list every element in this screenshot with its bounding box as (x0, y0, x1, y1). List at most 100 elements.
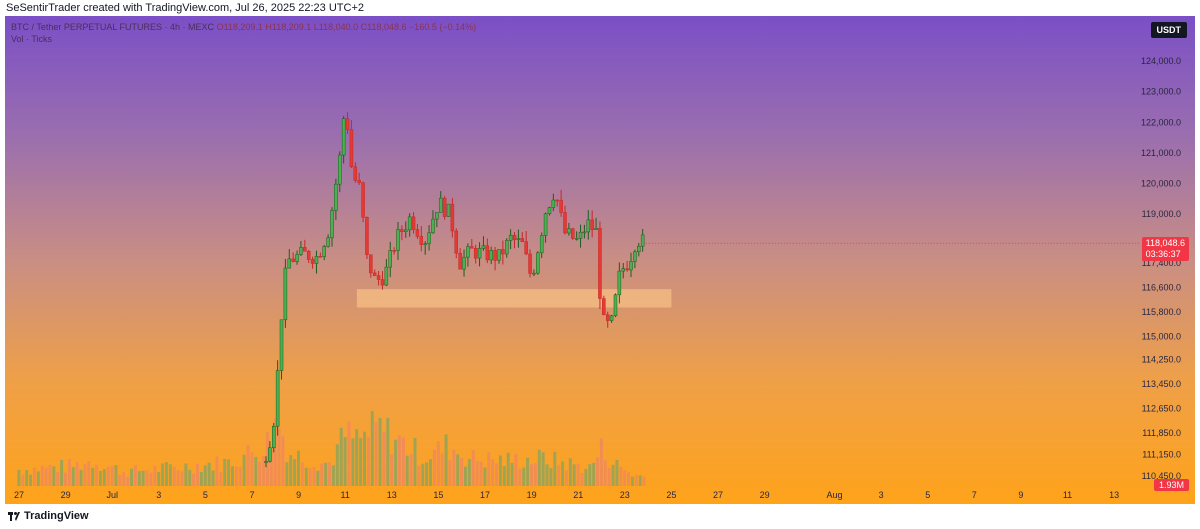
volume-bar (533, 463, 537, 486)
candle-body (633, 251, 637, 262)
candle-body (508, 234, 513, 241)
volume-bar (580, 472, 584, 486)
candle-body (555, 199, 559, 202)
candle-body (567, 228, 571, 234)
candle-body (264, 461, 268, 463)
volume-bar (207, 462, 211, 486)
volume-bar (382, 431, 386, 486)
tradingview-brand[interactable]: TradingView (24, 510, 89, 522)
volume-bar (273, 418, 277, 486)
volume-bar (265, 432, 269, 486)
candle-body (295, 254, 299, 262)
symbol-name[interactable]: BTC / Tether PERPETUAL FUTURES · 4h · ME… (11, 22, 215, 32)
volume-bar (91, 467, 95, 486)
price-tick-label: 116,600.0 (1142, 283, 1181, 293)
currency-badge[interactable]: USDT (1150, 22, 1187, 38)
volume-bar (56, 472, 60, 486)
volume-legend[interactable]: Vol · Ticks (11, 34, 52, 44)
volume-bar (479, 461, 483, 486)
candle-body (326, 237, 330, 247)
candle-body (353, 166, 358, 181)
volume-bar (258, 462, 262, 486)
volume-indicator-label[interactable]: Vol · Ticks (11, 34, 53, 44)
volume-bar (564, 470, 568, 486)
created-by-text: SeSentirTrader created with TradingView.… (6, 2, 364, 14)
volume-bar (588, 464, 592, 486)
candle-body (271, 426, 276, 449)
candle-body (640, 234, 645, 247)
candle-body (485, 245, 490, 261)
candle-body (431, 218, 435, 234)
price-tick-label: 114,250.0 (1142, 355, 1181, 365)
volume-bar (366, 436, 370, 486)
candle-body (551, 199, 556, 208)
volume-bar (250, 452, 254, 486)
candle-body (536, 252, 540, 274)
candle-body (501, 249, 505, 255)
volume-bar (642, 476, 646, 486)
candle-body (489, 250, 493, 261)
volume-bar (502, 466, 506, 486)
ohlc-values: O118,209.1 H118,209.1 L118,040.0 C118,04… (216, 22, 477, 32)
volume-bar (149, 472, 153, 486)
candle-body (380, 279, 385, 286)
volume-bar (592, 462, 596, 486)
symbol-legend[interactable]: BTC / Tether PERPETUAL FUTURES · 4h · ME… (11, 22, 476, 32)
volume-bar (52, 466, 56, 486)
footer: TradingView (0, 504, 1200, 529)
volume-bar (572, 464, 576, 486)
volume-bar (17, 469, 21, 486)
volume-bar (227, 459, 231, 486)
candle-body (318, 256, 323, 258)
time-tick-label: 5 (203, 490, 208, 500)
volume-bar (421, 463, 425, 486)
volume-bar (211, 470, 215, 486)
candle-body (520, 238, 525, 242)
candle-body (345, 118, 350, 130)
price-chart[interactable]: 124,000.0 123,000.0 122,000.0 121,000.0 120,… (5, 16, 1195, 504)
candle-body (454, 230, 459, 254)
chart-area[interactable]: 124,000.0 123,000.0 122,000.0 121,000.0 120,… (5, 16, 1195, 504)
volume-bar (623, 470, 627, 486)
candle-body (543, 213, 548, 236)
volume-bar (161, 463, 165, 486)
volume-bar (328, 462, 332, 486)
volume-bar (576, 463, 580, 486)
time-tick-label: Jul (106, 490, 118, 500)
volume-bar (514, 453, 518, 486)
volume-bar (475, 461, 479, 486)
volume-bar (444, 434, 448, 486)
volume-bar (297, 450, 300, 486)
volume-bar (289, 455, 293, 486)
candle-body (423, 243, 427, 245)
volume-bar (530, 464, 533, 486)
volume-bar (312, 466, 316, 486)
volume-bar (429, 459, 433, 486)
volume-bar (452, 450, 456, 486)
candle-body (415, 229, 420, 237)
volume-bar (254, 456, 258, 486)
volume-bar (498, 455, 502, 486)
tradingview-logo-icon (8, 512, 20, 521)
volume-bar (48, 465, 52, 486)
candle-body (559, 199, 563, 213)
time-tick-label: 29 (760, 490, 770, 500)
volume-bar (324, 462, 328, 486)
candle-body (427, 232, 431, 244)
price-tick-label: 112,650.0 (1142, 404, 1181, 414)
volume-bar (176, 469, 180, 486)
volume-bar (401, 437, 405, 486)
volume-bar (561, 461, 565, 486)
volume-bar (44, 467, 48, 486)
volume-bar (495, 463, 499, 486)
volume-bar (199, 471, 203, 486)
candle-body (571, 228, 575, 239)
candle-body (396, 229, 400, 251)
candle-body (470, 246, 474, 249)
volume-bar (40, 465, 44, 486)
candle-body (279, 319, 284, 371)
volume-bar (277, 428, 281, 486)
volume-bar (238, 467, 242, 486)
volume-bar (638, 475, 642, 486)
volume-bar (79, 469, 83, 486)
